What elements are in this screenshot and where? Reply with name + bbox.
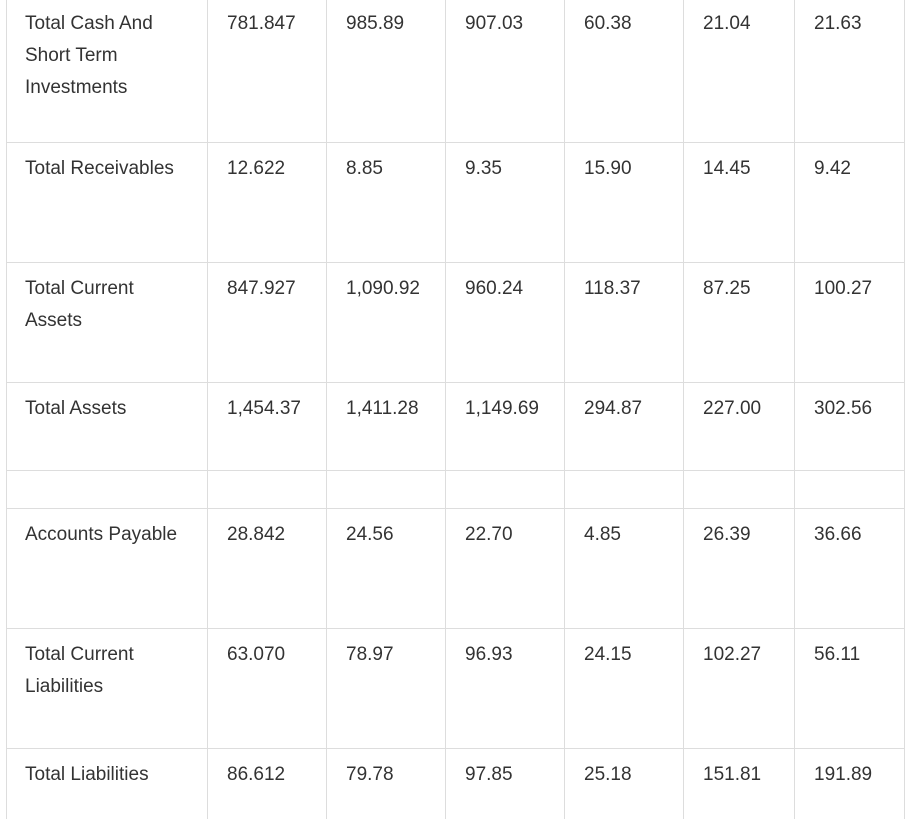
value-cell: 87.25 bbox=[684, 263, 795, 383]
value-cell: 60.38 bbox=[565, 0, 684, 143]
value-cell: 8.85 bbox=[327, 143, 446, 263]
value-cell: 985.89 bbox=[327, 0, 446, 143]
value-cell: 12.622 bbox=[208, 143, 327, 263]
empty-cell bbox=[446, 471, 565, 509]
value-cell: 96.93 bbox=[446, 629, 565, 749]
value-cell: 9.35 bbox=[446, 143, 565, 263]
table-row: Total Cash And Short Term Investments 78… bbox=[7, 0, 905, 143]
value-cell: 97.85 bbox=[446, 749, 565, 819]
value-cell: 1,090.92 bbox=[327, 263, 446, 383]
row-label-cell: Total Receivables bbox=[7, 143, 208, 263]
row-label-cell: Accounts Payable bbox=[7, 509, 208, 629]
empty-cell bbox=[565, 471, 684, 509]
value-cell: 302.56 bbox=[795, 383, 905, 471]
table-row: Total Receivables 12.622 8.85 9.35 15.90… bbox=[7, 143, 905, 263]
value-cell: 118.37 bbox=[565, 263, 684, 383]
value-cell: 151.81 bbox=[684, 749, 795, 819]
financial-table-container: Total Cash And Short Term Investments 78… bbox=[6, 0, 904, 819]
value-cell: 227.00 bbox=[684, 383, 795, 471]
balance-sheet-table: Total Cash And Short Term Investments 78… bbox=[6, 0, 905, 819]
value-cell: 14.45 bbox=[684, 143, 795, 263]
table-row: Accounts Payable 28.842 24.56 22.70 4.85… bbox=[7, 509, 905, 629]
table-row: Total Liabilities 86.612 79.78 97.85 25.… bbox=[7, 749, 905, 819]
value-cell: 36.66 bbox=[795, 509, 905, 629]
value-cell: 9.42 bbox=[795, 143, 905, 263]
value-cell: 4.85 bbox=[565, 509, 684, 629]
value-cell: 26.39 bbox=[684, 509, 795, 629]
empty-cell bbox=[684, 471, 795, 509]
value-cell: 63.070 bbox=[208, 629, 327, 749]
row-label-cell: Total Current Assets bbox=[7, 263, 208, 383]
value-cell: 960.24 bbox=[446, 263, 565, 383]
value-cell: 907.03 bbox=[446, 0, 565, 143]
value-cell: 100.27 bbox=[795, 263, 905, 383]
row-label-cell: Total Cash And Short Term Investments bbox=[7, 0, 208, 143]
value-cell: 21.63 bbox=[795, 0, 905, 143]
value-cell: 1,411.28 bbox=[327, 383, 446, 471]
value-cell: 15.90 bbox=[565, 143, 684, 263]
value-cell: 21.04 bbox=[684, 0, 795, 143]
value-cell: 86.612 bbox=[208, 749, 327, 819]
value-cell: 25.18 bbox=[565, 749, 684, 819]
table-row: Total Assets 1,454.37 1,411.28 1,149.69 … bbox=[7, 383, 905, 471]
row-label-cell: Total Liabilities bbox=[7, 749, 208, 819]
value-cell: 191.89 bbox=[795, 749, 905, 819]
table-row: Total Current Liabilities 63.070 78.97 9… bbox=[7, 629, 905, 749]
value-cell: 294.87 bbox=[565, 383, 684, 471]
value-cell: 1,149.69 bbox=[446, 383, 565, 471]
value-cell: 28.842 bbox=[208, 509, 327, 629]
value-cell: 102.27 bbox=[684, 629, 795, 749]
value-cell: 1,454.37 bbox=[208, 383, 327, 471]
value-cell: 781.847 bbox=[208, 0, 327, 143]
row-label-cell: Total Current Liabilities bbox=[7, 629, 208, 749]
empty-cell bbox=[208, 471, 327, 509]
value-cell: 78.97 bbox=[327, 629, 446, 749]
value-cell: 24.56 bbox=[327, 509, 446, 629]
value-cell: 79.78 bbox=[327, 749, 446, 819]
empty-table-row bbox=[7, 471, 905, 509]
empty-cell bbox=[327, 471, 446, 509]
value-cell: 24.15 bbox=[565, 629, 684, 749]
row-label-cell: Total Assets bbox=[7, 383, 208, 471]
value-cell: 56.11 bbox=[795, 629, 905, 749]
value-cell: 22.70 bbox=[446, 509, 565, 629]
empty-cell bbox=[795, 471, 905, 509]
empty-cell bbox=[7, 471, 208, 509]
value-cell: 847.927 bbox=[208, 263, 327, 383]
table-row: Total Current Assets 847.927 1,090.92 96… bbox=[7, 263, 905, 383]
